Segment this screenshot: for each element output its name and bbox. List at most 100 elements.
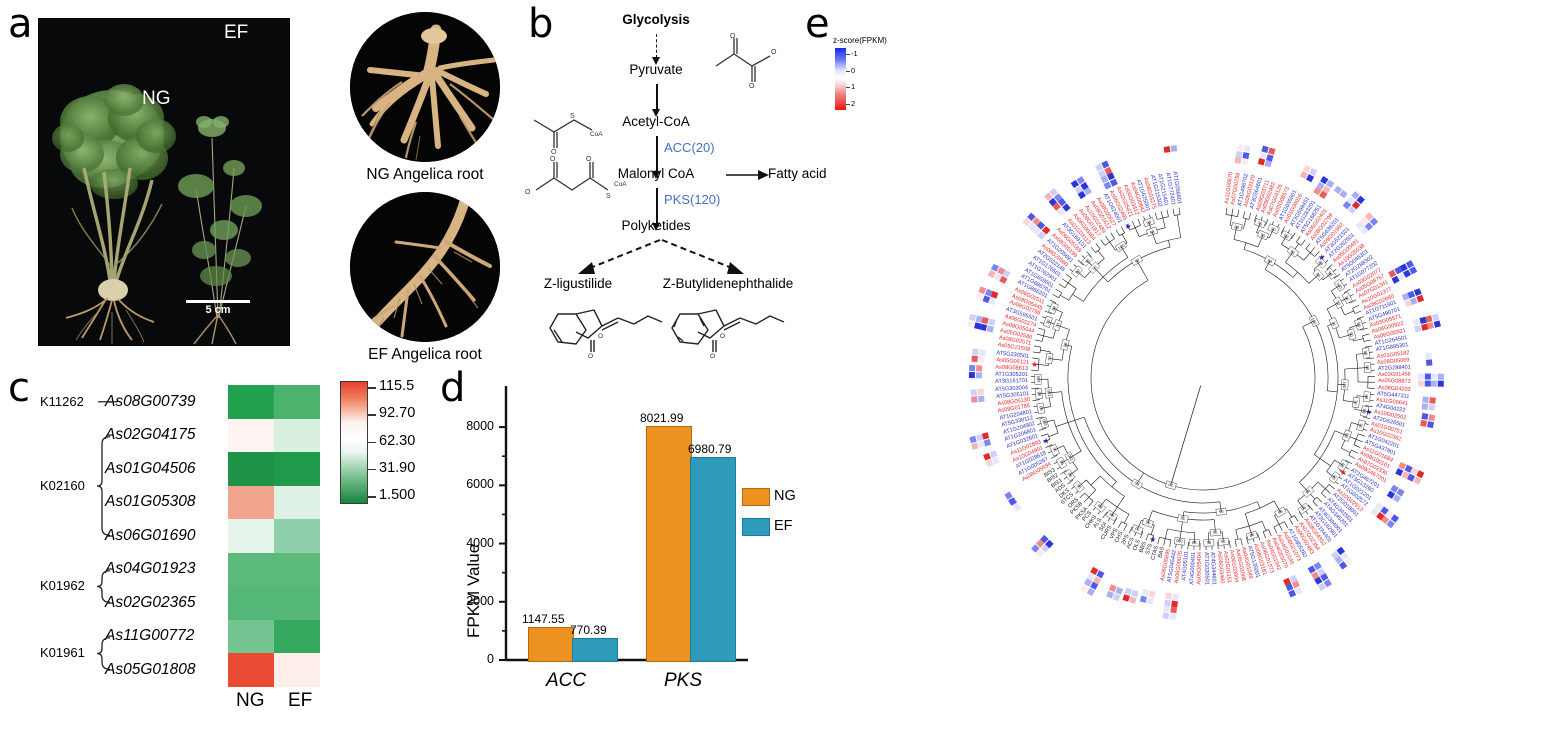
colorbar-tick-mark xyxy=(368,442,376,444)
star-marker: ★ xyxy=(1339,468,1346,477)
y-tick-label: 2000 xyxy=(454,594,494,608)
tree-leaf-label: AT4G000401 xyxy=(1189,552,1197,585)
heatmap-cell xyxy=(274,653,320,687)
node-pyruvate: Pyruvate xyxy=(596,62,716,77)
y-tick-label: 8000 xyxy=(454,419,494,433)
heatmap-cell xyxy=(971,390,978,397)
panel-e: e z-score(FPKM) -1012 769090999810076989… xyxy=(805,0,1566,750)
ef-root-photo xyxy=(350,192,500,342)
x-axis-label-pks: PKS xyxy=(664,670,702,692)
tree-leaf-label: AT1G020501 xyxy=(1203,552,1210,585)
heatmap-cell xyxy=(1165,593,1172,600)
heatmap-cell xyxy=(1164,600,1171,607)
svg-text:O: O xyxy=(720,333,725,340)
colorbar-tick-label: 31.90 xyxy=(379,460,415,476)
panel-b: b Glycolysis Pyruvate Acetyl-CoA ACC(20)… xyxy=(520,0,820,360)
heatmap-cell xyxy=(228,486,274,520)
scale-bar-label: 5 cm xyxy=(186,304,250,316)
heatmap-cell xyxy=(971,356,978,363)
colorbar-tick-label: 115.5 xyxy=(379,378,414,394)
panel-b-label: b xyxy=(528,4,553,44)
star-marker: ★ xyxy=(1043,436,1050,445)
heatmap-cell xyxy=(228,385,274,419)
heatmap-cell xyxy=(1418,380,1424,386)
heatmap-cell xyxy=(1241,158,1248,165)
colorbar-tick-mark xyxy=(368,387,376,389)
ko-label: K01962 xyxy=(40,578,85,593)
svg-text:O: O xyxy=(771,49,777,56)
heatmap-cell xyxy=(1425,380,1431,386)
heatmap-cell xyxy=(972,349,979,356)
ko-label: K11262 xyxy=(40,394,84,409)
heatmap-cell xyxy=(977,389,984,396)
node-z-butylidenephthalide: Z-Butylidenephthalide xyxy=(638,276,818,291)
bar-value-label: 6980.79 xyxy=(688,442,731,456)
svg-text:S: S xyxy=(606,193,611,200)
bar-ng-pks xyxy=(646,426,692,662)
svg-text:100: 100 xyxy=(1342,381,1347,389)
heatmap-cell xyxy=(1431,373,1437,379)
heatmap-cell xyxy=(274,419,320,453)
panel-c-label: c xyxy=(8,368,30,408)
heatmap-cell xyxy=(1418,373,1424,379)
heatmap-block xyxy=(1420,412,1435,427)
svg-text:O: O xyxy=(749,83,755,90)
svg-text:100: 100 xyxy=(1036,375,1041,383)
heatmap-cell xyxy=(228,586,274,620)
heatmap-cell xyxy=(274,620,320,654)
panel-a-label: a xyxy=(8,4,33,44)
heatmap-cell xyxy=(274,452,320,486)
ko-label: K02160 xyxy=(40,478,85,493)
plant-photo: NG EF 5 cm xyxy=(38,18,290,346)
legend-label-ef: EF xyxy=(774,518,793,534)
heatmap-cell xyxy=(274,586,320,620)
colorbar-tick-mark xyxy=(368,496,376,498)
svg-text:O: O xyxy=(730,33,736,40)
heatmap-cell xyxy=(274,385,320,419)
legend-swatch-ng xyxy=(742,488,770,506)
heatmap-cell xyxy=(1162,613,1169,620)
heatmap-cell xyxy=(1171,601,1178,608)
arrow-glycolysis-pyruvate xyxy=(656,34,657,58)
heatmap-cell xyxy=(1425,373,1431,379)
heatmap-cell xyxy=(228,452,274,486)
heatmap-cell xyxy=(982,432,990,440)
enzyme-pks-label: PKS(120) xyxy=(664,192,720,207)
colorbar-tick-label: 92.70 xyxy=(379,405,415,421)
heatmap-cell xyxy=(1172,594,1179,601)
ko-bracket xyxy=(96,620,122,687)
heatmap-cell xyxy=(1431,380,1437,386)
svg-text:O: O xyxy=(525,189,531,196)
heatmap-block xyxy=(970,389,984,403)
node-glycolysis: Glycolysis xyxy=(596,12,716,27)
node-z-ligustilide: Z-ligustilide xyxy=(522,276,634,291)
heatmap-cell xyxy=(978,350,985,357)
y-tick-label: 4000 xyxy=(454,536,494,550)
heatmap-cell xyxy=(228,419,274,453)
coa-tag-1: CoA xyxy=(590,131,603,138)
ng-plant-label: NG xyxy=(142,88,171,110)
panel-a: a xyxy=(0,0,520,360)
pyruvate-structure: O O O xyxy=(708,32,788,90)
arrow-pyruvate-acetylcoa xyxy=(656,84,658,110)
ko-bracket xyxy=(96,385,122,419)
ko-label: K01961 xyxy=(40,645,85,660)
svg-text:O: O xyxy=(586,156,592,163)
svg-text:S: S xyxy=(570,113,575,120)
svg-text:O: O xyxy=(588,353,593,358)
column-header-ef: EF xyxy=(288,690,312,712)
bar-ng-acc xyxy=(528,627,574,662)
star-marker: ★ xyxy=(1031,360,1038,369)
colorbar-tick-label: 62.30 xyxy=(379,433,415,449)
heatmap-cell xyxy=(1426,359,1433,366)
heatmap-cell xyxy=(969,372,975,378)
star-marker: ★ xyxy=(1149,535,1156,544)
bar-value-label: 770.39 xyxy=(570,623,607,637)
colorbar-tick-label: 1.500 xyxy=(379,487,415,503)
heatmap-cell xyxy=(274,486,320,520)
arrow-to-fatty-acid xyxy=(726,166,770,184)
ng-root-caption: NG Angelica root xyxy=(330,166,520,184)
heatmap-block xyxy=(971,348,985,362)
heatmap-cell xyxy=(991,291,999,299)
panel-d: d FPKM Value 0 2000 4000 6000 8000 1147.55 770… xyxy=(430,360,820,750)
